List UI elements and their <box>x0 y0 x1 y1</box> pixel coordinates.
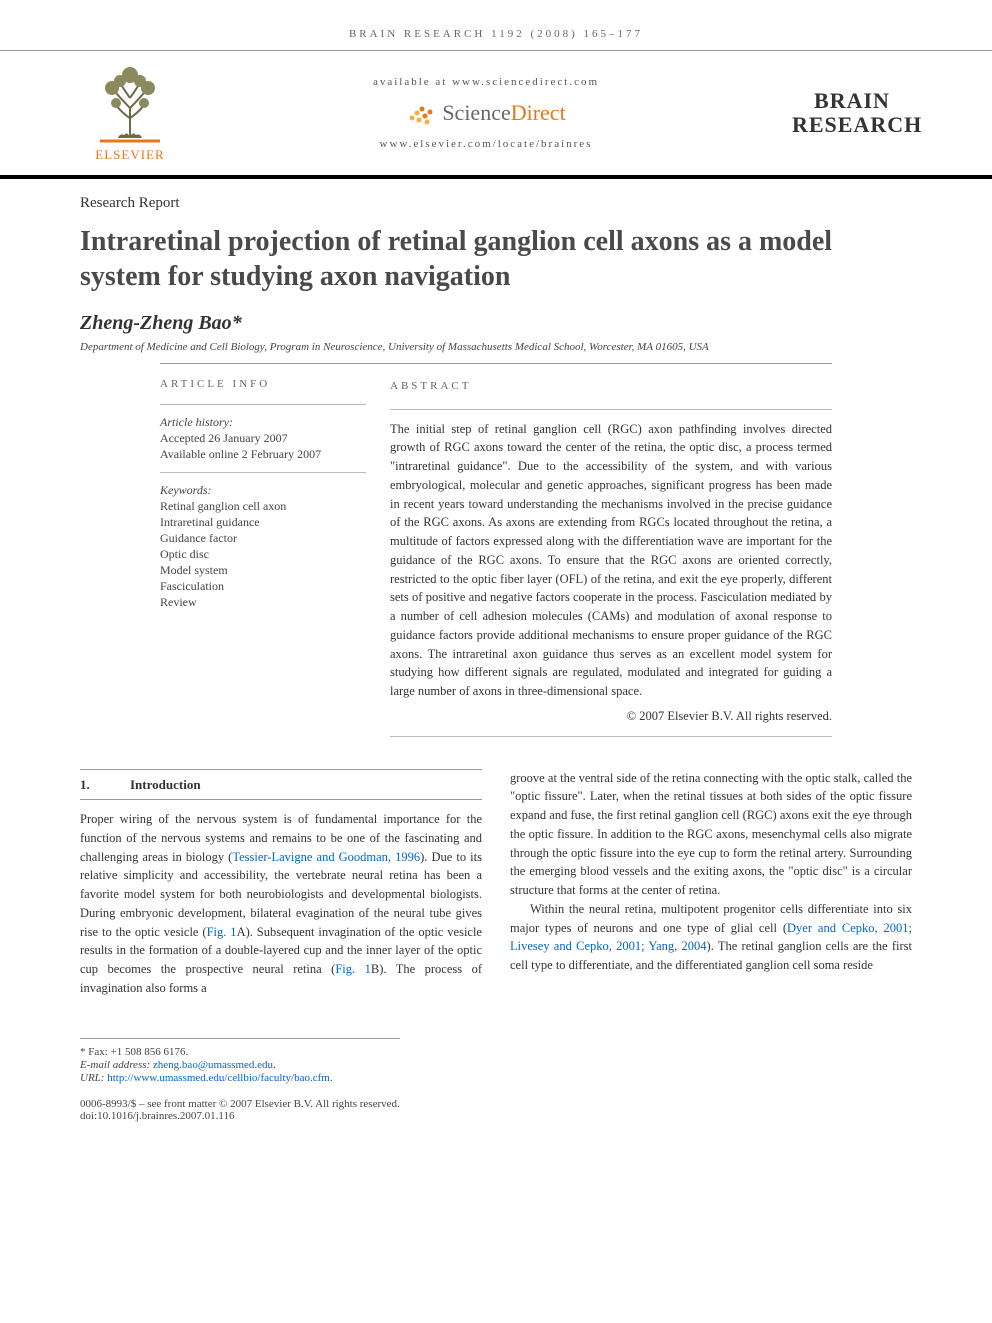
online-date: Available online 2 February 2007 <box>160 447 366 462</box>
sciencedirect-dots-icon <box>406 98 436 128</box>
citation-link[interactable]: Tessier-Lavigne and Goodman, 1996 <box>232 850 420 864</box>
email-footnote: E-mail address: zheng.bao@umassmed.edu. <box>80 1059 400 1071</box>
journal-title-line2: RESEARCH <box>792 113 912 137</box>
info-abstract-row: ARTICLE INFO Article history: Accepted 2… <box>160 363 832 747</box>
article-title: Intraretinal projection of retinal gangl… <box>0 218 992 312</box>
section-heading: 1.Introduction <box>80 769 482 801</box>
url-footnote: URL: http://www.umassmed.edu/cellbio/fac… <box>80 1072 400 1084</box>
section-number: 1. <box>80 775 130 795</box>
accepted-date: Accepted 26 January 2007 <box>160 431 366 446</box>
doi: doi:10.1016/j.brainres.2007.01.116 <box>80 1110 912 1122</box>
available-at-text: available at www.sciencedirect.com <box>180 76 792 88</box>
body-paragraph: Within the neural retina, multipotent pr… <box>510 900 912 975</box>
body-col-left: 1.Introduction Proper wiring of the nerv… <box>80 769 482 998</box>
keywords-label: Keywords: <box>160 483 366 498</box>
section-title-text: Introduction <box>130 777 201 792</box>
sciencedirect-block: available at www.sciencedirect.com Scien… <box>180 76 792 150</box>
abstract-column: ABSTRACT The initial step of retinal gan… <box>390 378 832 747</box>
journal-url[interactable]: www.elsevier.com/locate/brainres <box>180 138 792 150</box>
keyword: Review <box>160 595 366 610</box>
author-block: Zheng-Zheng Bao* Department of Medicine … <box>0 312 992 363</box>
divider <box>160 404 366 405</box>
journal-header-bar: ELSEVIER available at www.sciencedirect.… <box>0 50 992 179</box>
keyword: Guidance factor <box>160 531 366 546</box>
figure-link[interactable]: Fig. 1 <box>207 925 237 939</box>
keyword: Model system <box>160 563 366 578</box>
divider <box>390 409 832 410</box>
bottom-publication-info: 0006-8993/$ – see front matter © 2007 El… <box>80 1098 912 1122</box>
figure-link[interactable]: Fig. 1 <box>335 962 371 976</box>
running-head: BRAIN RESEARCH 1192 (2008) 165–177 <box>0 0 992 50</box>
email-link[interactable]: zheng.bao@umassmed.edu <box>153 1059 273 1071</box>
keyword: Fasciculation <box>160 579 366 594</box>
keyword: Intraretinal guidance <box>160 515 366 530</box>
body-text-columns: 1.Introduction Proper wiring of the nerv… <box>80 769 912 998</box>
author-name: Zheng-Zheng Bao* <box>80 312 912 335</box>
elsevier-logo: ELSEVIER <box>80 63 180 163</box>
url-link[interactable]: http://www.umassmed.edu/cellbio/faculty/… <box>107 1072 330 1084</box>
keyword: Optic disc <box>160 547 366 562</box>
footnotes: * Fax: +1 508 856 6176. E-mail address: … <box>80 1038 400 1084</box>
article-history-label: Article history: <box>160 415 366 430</box>
elsevier-tree-icon <box>90 63 170 143</box>
article-info-column: ARTICLE INFO Article history: Accepted 2… <box>160 378 390 747</box>
article-type: Research Report <box>0 179 992 218</box>
abstract-copyright: © 2007 Elsevier B.V. All rights reserved… <box>390 707 832 726</box>
body-paragraph: Proper wiring of the nervous system is o… <box>80 810 482 998</box>
elsevier-name: ELSEVIER <box>95 147 164 163</box>
body-paragraph: groove at the ventral side of the retina… <box>510 769 912 900</box>
sciencedirect-logo: ScienceDirect <box>180 98 792 128</box>
journal-title-logo: BRAIN RESEARCH <box>792 89 912 137</box>
body-col-right: groove at the ventral side of the retina… <box>510 769 912 998</box>
issn-copyright: 0006-8993/$ – see front matter © 2007 El… <box>80 1098 912 1110</box>
author-affiliation: Department of Medicine and Cell Biology,… <box>80 341 912 353</box>
sciencedirect-text: ScienceDirect <box>442 100 565 126</box>
article-info-heading: ARTICLE INFO <box>160 378 366 390</box>
divider <box>390 736 832 737</box>
abstract-heading: ABSTRACT <box>390 378 832 395</box>
journal-title-line1: BRAIN <box>792 89 912 113</box>
keyword: Retinal ganglion cell axon <box>160 499 366 514</box>
divider <box>160 472 366 473</box>
fax-footnote: * Fax: +1 508 856 6176. <box>80 1046 400 1058</box>
abstract-text: The initial step of retinal ganglion cel… <box>390 420 832 701</box>
